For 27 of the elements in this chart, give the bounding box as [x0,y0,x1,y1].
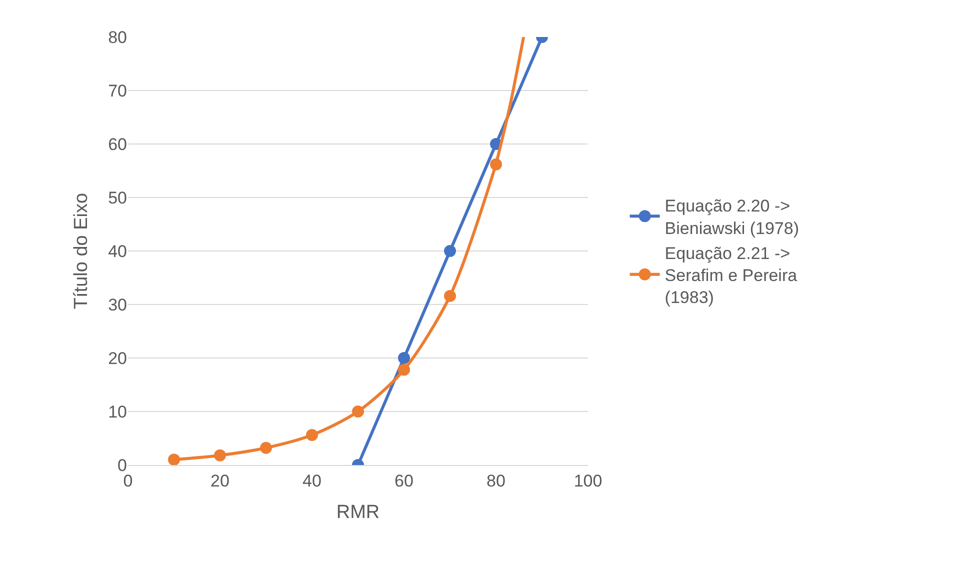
point [444,290,456,302]
x-tick-label: 60 [394,471,414,490]
y-tick-label: 10 [108,402,127,422]
point [214,449,226,462]
legend-label: Equação 2.21 -> Serafim e Pereira (1983) [664,244,798,308]
point [444,245,456,257]
y-axis-title: Título do Eixo [70,192,92,310]
point [306,429,318,442]
y-tick-label: 80 [108,28,127,47]
x-tick-label: 40 [302,471,322,490]
x-tick-label: 100 [574,471,602,490]
y-tick-label: 70 [108,81,127,100]
point [352,406,364,418]
point [398,364,410,376]
y-tick-label: 50 [108,188,127,208]
point [398,352,410,364]
legend-label: Equação 2.20 -> Bieniawski (1978) [664,196,799,238]
y-tick-label: 60 [108,134,127,154]
y-tick-label: 0 [118,456,127,475]
x-tick-label: 20 [210,471,230,490]
y-tick-label: 30 [108,295,127,314]
y-tick-label: 20 [108,348,127,368]
y-tick-label: 40 [108,242,127,261]
point [168,454,180,465]
x-tick-label: 80 [486,471,506,490]
point [260,442,272,454]
x-axis-title: RMR [336,502,380,524]
